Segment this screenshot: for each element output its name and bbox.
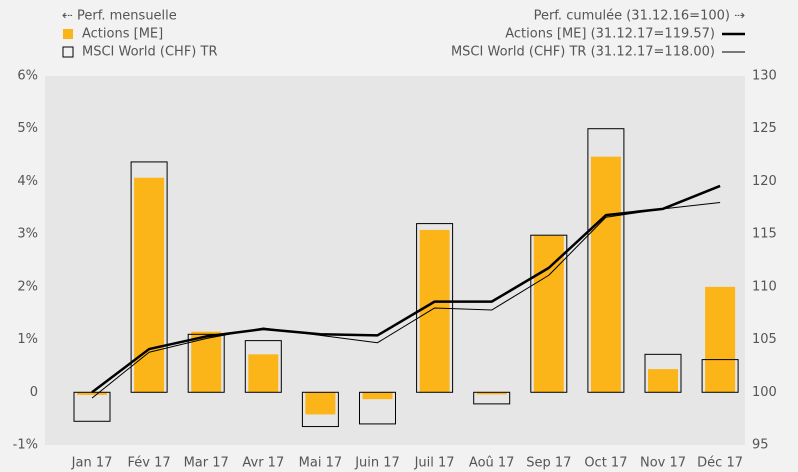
- bar: [77, 392, 107, 395]
- x-tick-label: Juin 17: [354, 456, 400, 471]
- bar: [187, 333, 225, 393]
- legend-label: Actions [ME] (31.12.17=119.57): [505, 27, 715, 42]
- x-tick-label: Mar 17: [184, 456, 229, 471]
- x-tick-label: Déc 17: [697, 456, 743, 471]
- bar: [533, 235, 564, 393]
- x-tick-label: Nov 17: [640, 456, 686, 471]
- x-tick-label: Jan 17: [71, 456, 113, 471]
- bar: [248, 354, 279, 393]
- bar: [590, 156, 621, 393]
- y-tick-label: 0: [30, 385, 38, 400]
- legend-label: MSCI World (CHF) TR: [82, 45, 217, 60]
- y-tick-label: 3%: [17, 227, 38, 242]
- y2-tick-label: 130: [752, 69, 777, 84]
- y2-tick-label: 105: [752, 332, 777, 347]
- bar: [701, 359, 739, 393]
- bar: [705, 286, 736, 393]
- x-tick-label: Aoû 17: [469, 456, 515, 471]
- bar: [301, 391, 339, 428]
- bar: [130, 161, 168, 393]
- bar: [362, 392, 393, 400]
- x-tick-label: Mai 17: [299, 456, 342, 471]
- y2-tick-label: 120: [752, 174, 777, 189]
- bar: [416, 223, 454, 393]
- legend-right-title: Perf. cumulée (31.12.16=100) ⇢: [534, 9, 746, 24]
- bar: [359, 391, 396, 425]
- y2-tick-label: 100: [752, 385, 777, 400]
- legend-label: MSCI World (CHF) TR (31.12.17=118.00): [451, 45, 715, 60]
- y-tick-label: 6%: [17, 69, 38, 84]
- y2-tick-label: 110: [752, 279, 777, 294]
- x-tick-label: Juil 17: [414, 456, 455, 471]
- x-tick-label: Fév 17: [128, 456, 171, 471]
- line: [91, 202, 721, 399]
- legend-left-title: ⇠ Perf. mensuelle: [62, 9, 177, 24]
- bar: [419, 229, 450, 393]
- line: [91, 184, 721, 394]
- y-tick-label: 5%: [17, 121, 38, 136]
- y2-tick-label: 115: [752, 227, 777, 242]
- y-tick-label: 4%: [17, 174, 38, 189]
- y2-tick-label: 125: [752, 121, 777, 136]
- bar: [644, 353, 682, 393]
- x-tick-label: Sep 17: [526, 456, 571, 471]
- bar: [587, 128, 625, 393]
- bar: [473, 391, 511, 405]
- y2-tick-label: 95: [752, 438, 769, 453]
- bar: [305, 392, 336, 415]
- legend-swatch: [63, 29, 73, 39]
- bar: [244, 340, 282, 393]
- y-tick-label: -1%: [13, 438, 38, 453]
- x-tick-label: Avr 17: [242, 456, 284, 471]
- legend-swatch: [62, 46, 74, 58]
- y-tick-label: 2%: [17, 279, 38, 294]
- bar: [191, 331, 222, 393]
- bar: [530, 234, 568, 393]
- x-tick-label: Oct 17: [584, 456, 627, 471]
- bar: [648, 369, 678, 393]
- legend-label: Actions [ME]: [82, 27, 163, 42]
- bar: [476, 392, 507, 395]
- y-tick-label: 1%: [17, 332, 38, 347]
